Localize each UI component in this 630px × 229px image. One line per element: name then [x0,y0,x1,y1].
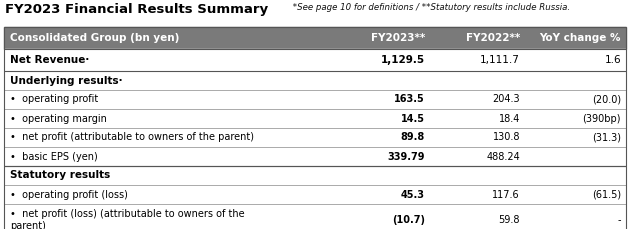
Text: FY2022**: FY2022** [466,33,520,43]
Text: 1,111.7: 1,111.7 [480,55,520,65]
Text: 1.6: 1.6 [604,55,621,65]
Text: YoY change %: YoY change % [539,33,621,43]
Bar [4,27,626,49]
Text: 204.3: 204.3 [493,95,520,104]
Text: 488.24: 488.24 [486,152,520,161]
Text: 14.5: 14.5 [401,114,425,123]
Text: 117.6: 117.6 [493,190,520,199]
Text: Underlying results·: Underlying results· [10,76,123,85]
Bar [4,49,626,71]
Text: (31.3): (31.3) [592,133,621,142]
Text: •  operating margin: • operating margin [10,114,107,123]
Text: 45.3: 45.3 [401,190,425,199]
Text: 18.4: 18.4 [498,114,520,123]
Bar [4,109,626,128]
Text: 89.8: 89.8 [401,133,425,142]
Bar [4,204,626,229]
Bar [4,128,626,147]
Text: (20.0): (20.0) [592,95,621,104]
Bar [4,185,626,204]
Text: Statutory results: Statutory results [10,171,110,180]
Bar [4,71,626,90]
Text: (61.5): (61.5) [592,190,621,199]
Text: 1,129.5: 1,129.5 [381,55,425,65]
Text: •  operating profit: • operating profit [10,95,98,104]
Text: Consolidated Group (bn yen): Consolidated Group (bn yen) [10,33,180,43]
Text: (390bp): (390bp) [583,114,621,123]
Bar [4,166,626,185]
Text: 59.8: 59.8 [498,215,520,225]
Bar [4,90,626,109]
Text: -: - [617,215,621,225]
Text: (10.7): (10.7) [392,215,425,225]
Text: 130.8: 130.8 [493,133,520,142]
Text: •  operating profit (loss): • operating profit (loss) [10,190,128,199]
Text: *See page 10 for definitions / **Statutory results include Russia.: *See page 10 for definitions / **Statuto… [290,3,570,12]
Text: FY2023 Financial Results Summary: FY2023 Financial Results Summary [5,3,268,16]
Bar [4,147,626,166]
Text: •  net profit (loss) (attributable to owners of the
parent): • net profit (loss) (attributable to own… [10,209,244,229]
Text: •  net profit (attributable to owners of the parent): • net profit (attributable to owners of … [10,133,254,142]
Text: FY2023**: FY2023** [370,33,425,43]
Text: •  basic EPS (yen): • basic EPS (yen) [10,152,98,161]
Text: Net Revenue·: Net Revenue· [10,55,89,65]
Text: 163.5: 163.5 [394,95,425,104]
Text: 339.79: 339.79 [387,152,425,161]
